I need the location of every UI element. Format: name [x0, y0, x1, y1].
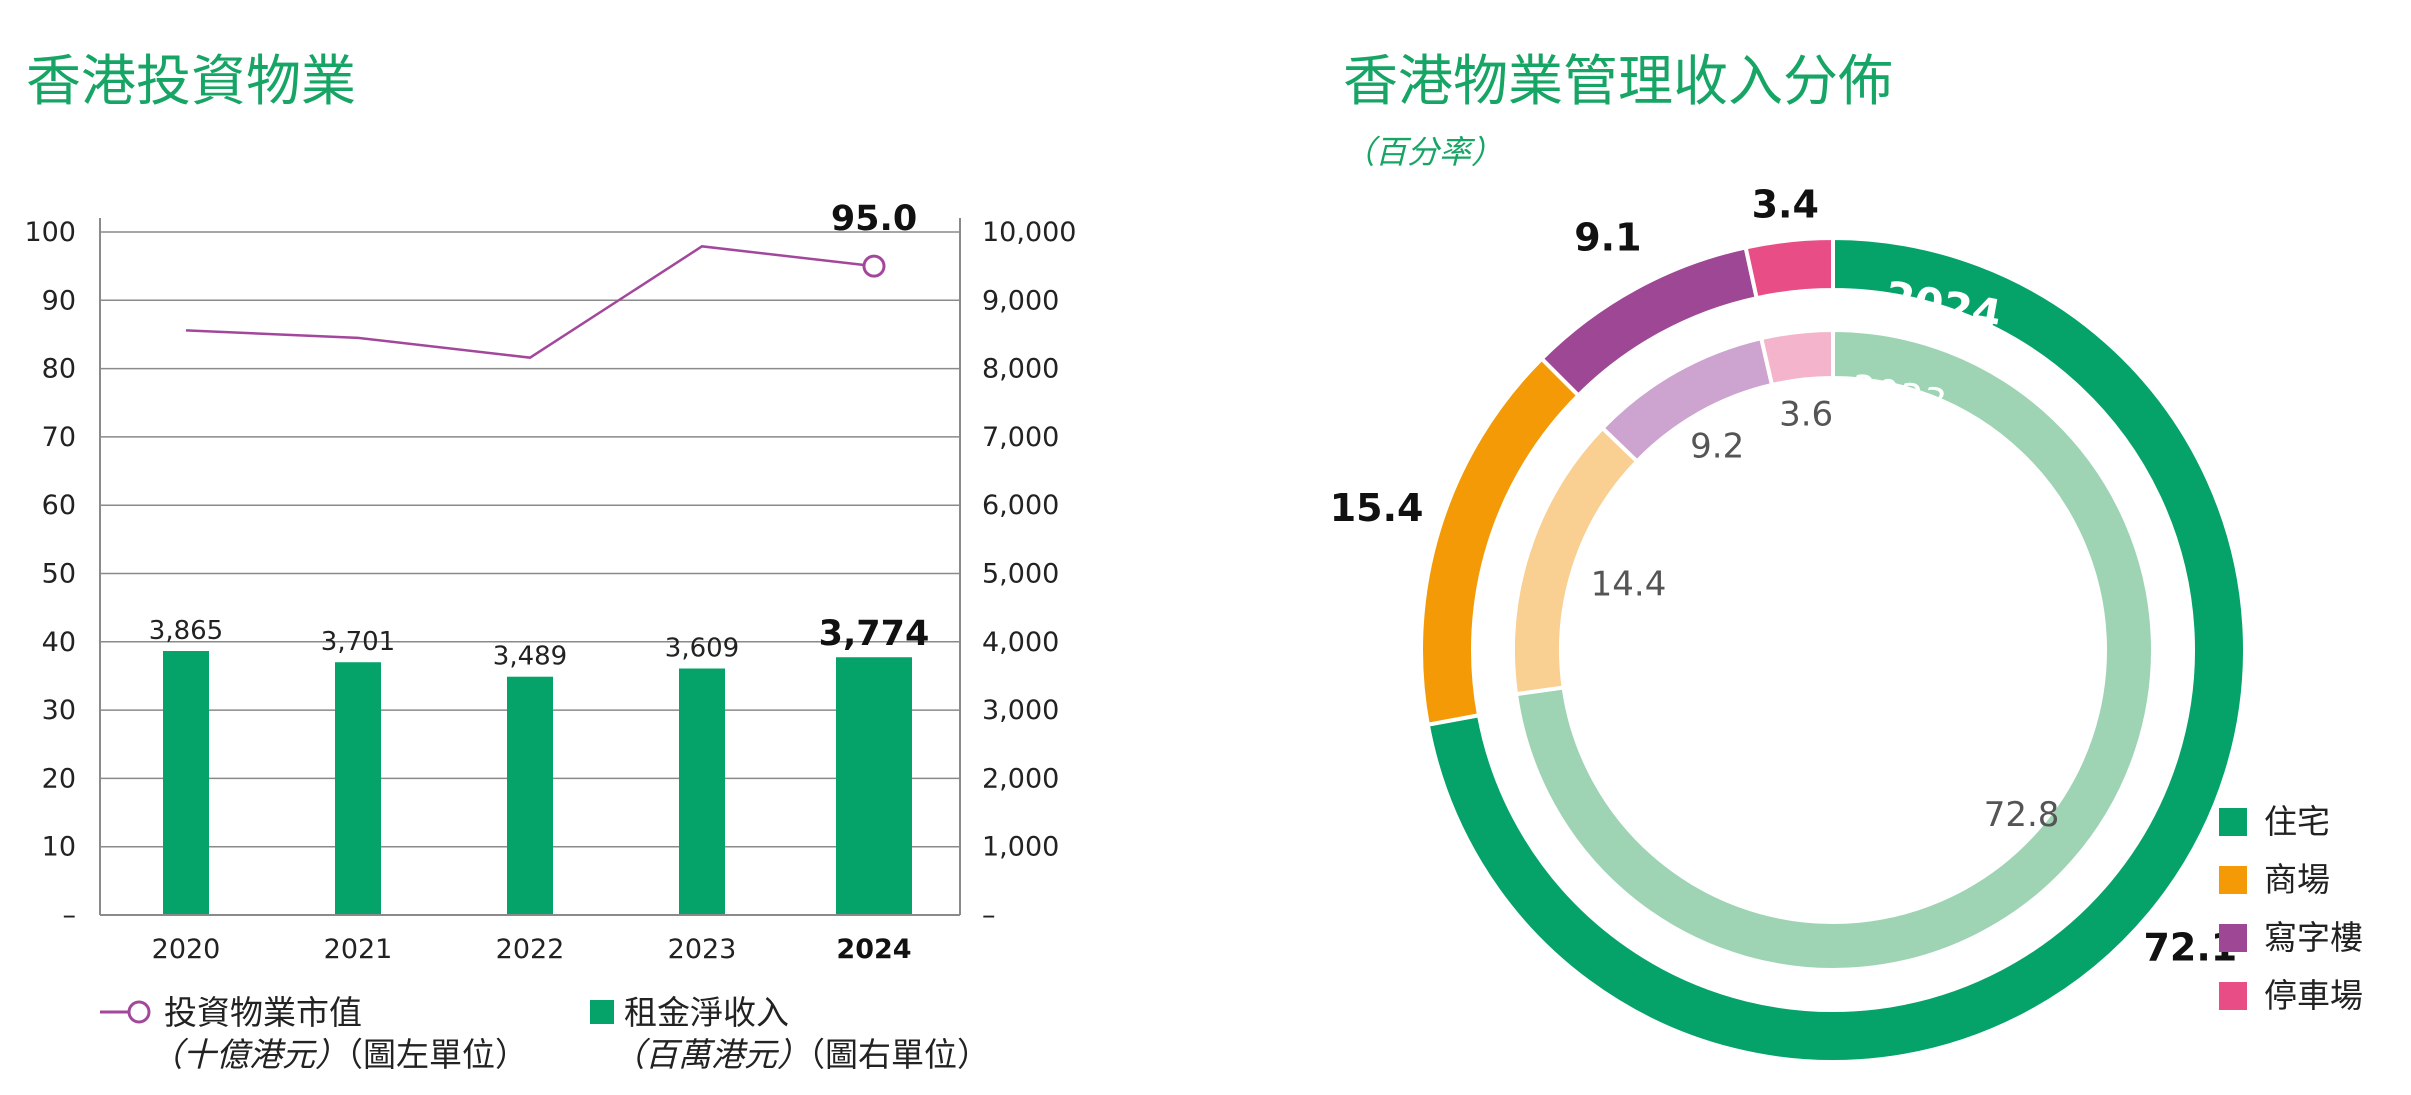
inner-segment-寫字樓 [1599, 335, 1775, 465]
legend-bar-label: 租金淨收入 [624, 993, 789, 1032]
left-axis-ticks: – 10 20 30 40 50 60 70 80 90 100 [24, 217, 76, 931]
legend-swatch [2219, 982, 2247, 1010]
bar [836, 657, 912, 915]
grid-lines [100, 231, 960, 848]
outer-value-label: 15.4 [1330, 486, 1424, 530]
left-axis-tick: 100 [24, 217, 76, 248]
right-axis-tick: 4,000 [982, 627, 1059, 658]
legend-label: 停車場 [2264, 976, 2363, 1015]
right-axis-tick: 5,000 [982, 559, 1059, 590]
right-axis-tick: – [982, 900, 996, 931]
left-axis-tick: 80 [42, 354, 76, 385]
legend-swatch [2219, 924, 2247, 952]
legend-bar-unit: （百萬港元） [612, 1035, 810, 1074]
right-axis-tick: 8,000 [982, 354, 1059, 385]
outer-segment-停車場 [1743, 235, 1835, 301]
left-axis-tick: 40 [42, 627, 76, 658]
donut-chart: 香港物業管理收入分佈 （百分率） 72.115.49.13.472.814.49… [1330, 49, 2363, 1064]
inner-value-label: 3.6 [1779, 395, 1833, 435]
right-axis-tick: 9,000 [982, 285, 1059, 316]
bar-value-label: 3,774 [819, 614, 930, 654]
legend-swatch [2219, 808, 2247, 836]
legend-bar-swatch [590, 1000, 614, 1024]
legend-label: 寫字樓 [2264, 918, 2363, 957]
bar [163, 651, 209, 915]
inner-ring-2023 [1510, 327, 2155, 972]
bar [335, 662, 381, 915]
inner-segment-停車場 [1758, 327, 1835, 388]
outer-segment-住宅 [1425, 235, 2247, 1064]
left-axis-tick: 90 [42, 285, 76, 316]
right-axis-tick: 6,000 [982, 490, 1059, 521]
left-axis-tick: 20 [42, 763, 76, 794]
x-axis-ticks: 2020 2021 2022 2023 2024 [152, 934, 912, 965]
legend-line-unit: （十億港元） [150, 1035, 348, 1074]
inner-value-label: 14.4 [1591, 565, 1667, 605]
right-axis-tick: 3,000 [982, 695, 1059, 726]
legend-swatch [2219, 866, 2247, 894]
left-axis-tick: 60 [42, 490, 76, 521]
ring-value-labels: 72.115.49.13.472.814.49.23.6 [1330, 183, 2238, 970]
left-axis-tick: 30 [42, 695, 76, 726]
inner-segment-商場 [1510, 425, 1640, 697]
inner-value-label: 72.8 [1984, 795, 2060, 835]
outer-value-label: 9.1 [1574, 215, 1641, 259]
right-axis-tick: 1,000 [982, 832, 1059, 863]
bar-value-labels: 3,865 3,701 3,489 3,609 3,774 [149, 614, 930, 671]
line-end-marker [862, 254, 886, 278]
legend-label: 商場 [2264, 860, 2330, 899]
plot-frame [99, 218, 961, 916]
left-legend: 投資物業市值 （十億港元） （圖左單位） 租金淨收入 （百萬港元） （圖右單位） [100, 993, 990, 1074]
right-axis-tick: 2,000 [982, 763, 1059, 794]
right-chart-title: 香港物業管理收入分佈 [1343, 49, 1893, 113]
legend-line-marker [127, 1000, 151, 1024]
left-axis-tick: 70 [42, 422, 76, 453]
legend-line-label: 投資物業市值 [164, 993, 362, 1032]
market-value-line-path [185, 245, 875, 359]
bar-value-label: 3,609 [665, 634, 739, 664]
line-end-label: 95.0 [831, 199, 917, 239]
bar-value-label: 3,701 [321, 627, 395, 657]
right-axis-tick: 7,000 [982, 422, 1059, 453]
right-axis-ticks: – 1,000 2,000 3,000 4,000 5,000 6,000 7,000 8,00… [982, 217, 1076, 931]
legend-line-unit-note: （圖左單位） [330, 1035, 528, 1074]
bar [679, 668, 725, 915]
inner-segment-住宅 [1513, 327, 2155, 972]
legend-label: 住宅 [2264, 802, 2330, 841]
left-axis-tick: 10 [42, 832, 76, 863]
outer-value-label: 3.4 [1752, 183, 1819, 227]
bar [507, 676, 553, 915]
bars [163, 651, 912, 915]
x-tick-label: 2024 [836, 934, 911, 965]
left-axis-tick: 50 [42, 559, 76, 590]
x-tick-label: 2023 [668, 934, 737, 965]
bar-value-label: 3,865 [149, 616, 223, 646]
x-tick-label: 2022 [496, 934, 565, 965]
inner-value-label: 9.2 [1690, 427, 1744, 467]
left-axis-tick: – [63, 900, 77, 931]
outer-ring-2024 [1419, 235, 2247, 1064]
x-tick-label: 2020 [152, 934, 221, 965]
right-axis-tick: 10,000 [982, 217, 1076, 248]
market-value-line: 95.0 [185, 199, 917, 359]
right-chart-subtitle: （百分率） [1343, 133, 1503, 171]
bar-value-label: 3,489 [493, 642, 567, 672]
x-tick-label: 2021 [324, 934, 393, 965]
legend-bar-unit-note: （圖右單位） [792, 1035, 990, 1074]
bar-line-chart: 香港投資物業 – 10 20 30 40 50 60 70 80 90 100 – 1,000 2,00… [24, 49, 1076, 1074]
left-chart-title: 香港投資物業 [26, 49, 356, 113]
